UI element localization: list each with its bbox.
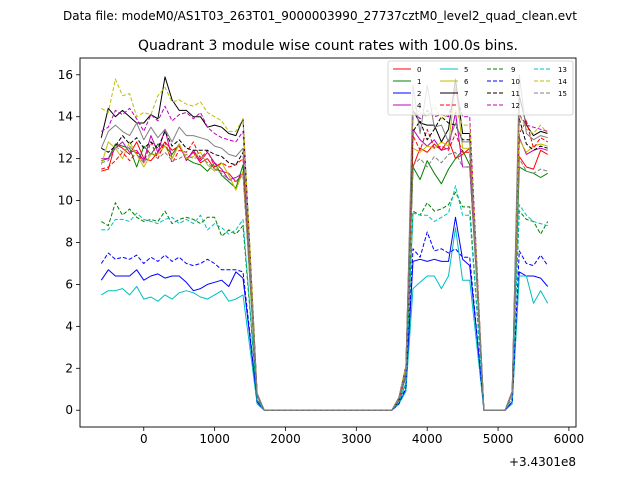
x-tick-label: 1000 — [199, 432, 230, 446]
legend-label-4: 4 — [417, 102, 422, 110]
y-tick-label: 12 — [58, 152, 73, 166]
legend-label-10: 10 — [511, 78, 520, 86]
legend-label-11: 11 — [511, 90, 520, 98]
series-line-15 — [101, 145, 548, 411]
legend-label-13: 13 — [558, 66, 567, 74]
legend-label-7: 7 — [464, 90, 468, 98]
legend-label-9: 9 — [511, 66, 515, 74]
legend-label-5: 5 — [464, 66, 468, 74]
y-tick-label: 6 — [65, 277, 73, 291]
chart-suptitle: Data file: modeM0/AS1T03_263T01_90000039… — [63, 9, 577, 23]
x-tick-label: 2000 — [270, 432, 301, 446]
legend-label-6: 6 — [464, 78, 469, 86]
x-tick-label: 3000 — [341, 432, 372, 446]
series-line-4 — [101, 112, 548, 411]
x-axis: 0 1000 2000 3000 4000 5000 6000 — [140, 427, 584, 446]
x-tick-label: 6000 — [554, 432, 585, 446]
legend-label-8: 8 — [464, 102, 468, 110]
series-line-9 — [101, 191, 549, 411]
legend-box — [387, 60, 574, 116]
x-tick-label: 0 — [140, 432, 148, 446]
series-line-12 — [101, 88, 548, 411]
legend-label-1: 1 — [417, 78, 421, 86]
y-tick-label: 4 — [65, 319, 73, 333]
y-tick-label: 16 — [58, 68, 73, 82]
series-line-5 — [101, 227, 549, 411]
series-line-3 — [100, 74, 548, 411]
legend-label-0: 0 — [417, 66, 421, 74]
y-tick-label: 2 — [65, 361, 73, 375]
x-tick-label: 5000 — [483, 432, 514, 446]
legend-label-14: 14 — [558, 78, 567, 86]
y-tick-label: 0 — [65, 403, 73, 417]
legend-label-15: 15 — [558, 90, 567, 98]
legend-label-2: 2 — [417, 90, 421, 98]
chart-title: Quadrant 3 module wise count rates with … — [138, 38, 518, 54]
y-axis: 0 2 4 6 8 10 12 14 16 — [58, 68, 80, 417]
legend-label-12: 12 — [511, 102, 520, 110]
y-tick-label: 8 — [65, 236, 73, 250]
plot-area — [100, 74, 549, 411]
y-tick-label: 14 — [58, 110, 73, 124]
x-offset-label: +3.4301e8 — [509, 455, 576, 469]
y-tick-label: 10 — [58, 194, 73, 208]
x-tick-label: 4000 — [412, 432, 443, 446]
